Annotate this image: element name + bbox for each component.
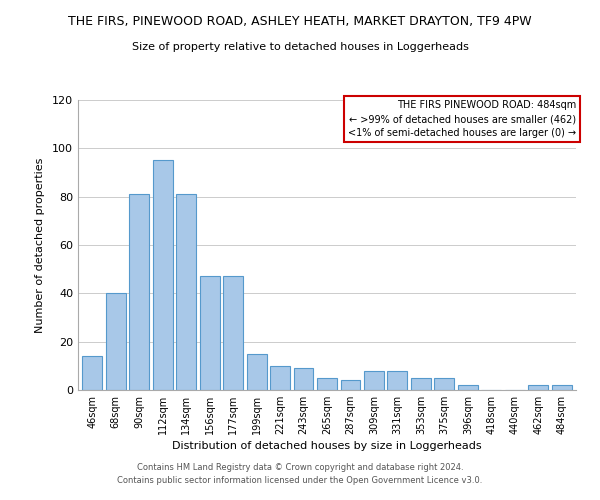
Bar	[200, 276, 220, 390]
Bar	[223, 276, 243, 390]
Bar	[552, 385, 572, 390]
Text: THE FIRS PINEWOOD ROAD: 484sqm
← >99% of detached houses are smaller (462)
<1% o: THE FIRS PINEWOOD ROAD: 484sqm ← >99% of…	[348, 100, 576, 138]
Bar	[82, 356, 102, 390]
Bar	[106, 294, 125, 390]
Bar	[270, 366, 290, 390]
Bar	[152, 160, 173, 390]
Bar	[293, 368, 313, 390]
Bar	[341, 380, 361, 390]
Bar	[129, 194, 149, 390]
Y-axis label: Number of detached properties: Number of detached properties	[35, 158, 45, 332]
Bar	[317, 378, 337, 390]
Bar	[176, 194, 196, 390]
Bar	[458, 385, 478, 390]
Bar	[434, 378, 454, 390]
Bar	[411, 378, 431, 390]
Text: THE FIRS, PINEWOOD ROAD, ASHLEY HEATH, MARKET DRAYTON, TF9 4PW: THE FIRS, PINEWOOD ROAD, ASHLEY HEATH, M…	[68, 15, 532, 28]
Bar	[247, 354, 266, 390]
Text: Size of property relative to detached houses in Loggerheads: Size of property relative to detached ho…	[131, 42, 469, 52]
Bar	[388, 370, 407, 390]
Bar	[364, 370, 384, 390]
Bar	[529, 385, 548, 390]
Text: Contains HM Land Registry data © Crown copyright and database right 2024.
Contai: Contains HM Land Registry data © Crown c…	[118, 464, 482, 485]
X-axis label: Distribution of detached houses by size in Loggerheads: Distribution of detached houses by size …	[172, 441, 482, 451]
